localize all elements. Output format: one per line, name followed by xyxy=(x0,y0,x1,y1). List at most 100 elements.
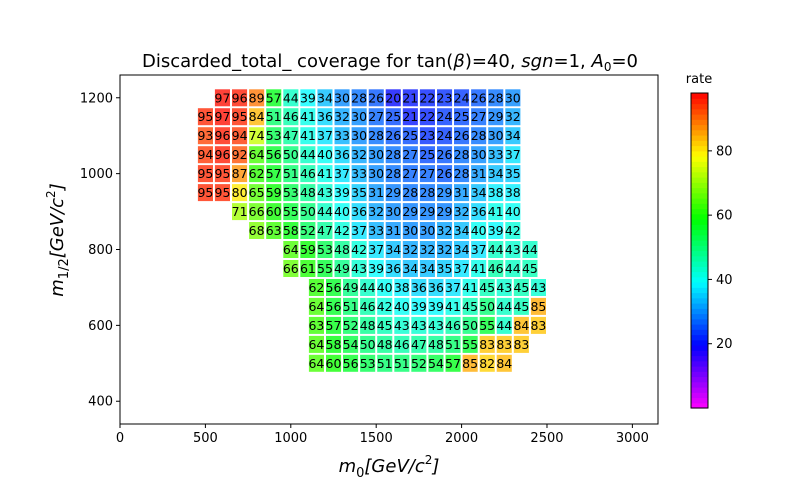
cell-value-label: 56 xyxy=(326,299,342,314)
heatmap-cell xyxy=(471,222,487,239)
cell-value-label: 29 xyxy=(402,204,418,219)
heatmap-cell xyxy=(471,146,487,164)
cell-value-label: 44 xyxy=(505,261,521,276)
cell-value-label: 59 xyxy=(266,185,282,200)
cell-value-label: 46 xyxy=(488,261,504,276)
cell-value-label: 28 xyxy=(402,185,418,200)
cell-value-label: 48 xyxy=(300,185,316,200)
cell-value-label: 82 xyxy=(479,356,495,371)
colorbar-frame xyxy=(690,92,709,409)
heatmap-cell xyxy=(300,222,316,239)
heatmap-cell xyxy=(334,127,350,145)
heatmap-cell xyxy=(317,260,333,277)
heatmap-cell xyxy=(232,108,248,126)
heatmap-cell xyxy=(454,184,470,202)
cell-value-label: 71 xyxy=(232,204,248,219)
cell-value-label: 35 xyxy=(437,261,453,276)
heatmap-cell xyxy=(351,127,367,145)
colorbar-segment xyxy=(691,135,708,141)
heatmap-cell xyxy=(496,279,512,296)
cell-value-label: 43 xyxy=(317,185,333,200)
cell-value-label: 49 xyxy=(334,261,350,276)
heatmap-cell xyxy=(351,89,367,107)
cell-value-label: 30 xyxy=(385,204,401,219)
heatmap-cell xyxy=(232,165,248,183)
cell-value-label: 53 xyxy=(360,356,376,371)
cell-value-label: 40 xyxy=(377,280,393,295)
heatmap-cell xyxy=(419,260,435,277)
x-axis-ticks: 0 500 1000 1500 2000 2500 3000 xyxy=(116,424,649,446)
heatmap-cell xyxy=(334,146,350,164)
heatmap-cell xyxy=(334,241,350,258)
heatmap-cell xyxy=(385,260,401,277)
colorbar-segment xyxy=(691,292,708,299)
heatmap-cell xyxy=(368,146,384,164)
heatmap-cell xyxy=(402,108,418,126)
heatmap-cell xyxy=(394,297,410,315)
colorbar-segment xyxy=(691,376,708,383)
cell-value-label: 63 xyxy=(266,223,282,238)
heatmap-cell xyxy=(445,297,461,315)
colorbar-segment xyxy=(691,192,708,199)
cell-value-label: 31 xyxy=(471,166,487,181)
cell-value-label: 53 xyxy=(283,185,299,200)
cell-value-label: 40 xyxy=(471,223,487,238)
heatmap-cell xyxy=(505,127,521,145)
cell-value-label: 27 xyxy=(368,109,384,124)
cell-value-label: 47 xyxy=(317,223,333,238)
heatmap-cell xyxy=(334,89,350,107)
heatmap-cell xyxy=(402,165,418,183)
heatmap-cell xyxy=(360,354,376,372)
heatmap-cell xyxy=(232,89,248,107)
cell-value-label: 30 xyxy=(505,90,521,105)
heatmap-cell xyxy=(317,89,333,107)
colorbar-segment xyxy=(691,402,708,409)
heatmap-cell xyxy=(214,184,230,202)
heatmap-cell xyxy=(454,241,470,258)
cell-value-label: 55 xyxy=(283,204,299,219)
cell-value-label: 95 xyxy=(197,109,213,124)
heatmap-cell xyxy=(368,184,384,202)
cell-value-label: 64 xyxy=(308,337,324,352)
heatmap-cell xyxy=(283,146,299,164)
colorbar-segment xyxy=(691,171,708,178)
heatmap-cell xyxy=(513,316,529,334)
colorbar-segment xyxy=(691,182,708,189)
cell-value-label: 36 xyxy=(471,204,487,219)
cell-value-label: 29 xyxy=(419,204,435,219)
heatmap-cell xyxy=(326,279,342,296)
heatmap-cell xyxy=(505,108,521,126)
heatmap-cell xyxy=(496,335,512,353)
heatmap-cell xyxy=(300,127,316,145)
cell-value-label: 85 xyxy=(530,299,546,314)
cell-value-label: 94 xyxy=(232,128,248,143)
cell-value-label: 96 xyxy=(215,147,231,162)
heatmap-cell xyxy=(496,297,512,315)
heatmap-cell xyxy=(402,222,418,239)
heatmap-cell xyxy=(360,279,376,296)
cell-value-label: 51 xyxy=(283,166,299,181)
cell-value-label: 37 xyxy=(368,242,384,257)
heatmap-cell xyxy=(249,89,265,107)
heatmap-cell xyxy=(513,297,529,315)
cell-value-label: 24 xyxy=(437,128,453,143)
cell-value-label: 24 xyxy=(437,109,453,124)
cell-value-label: 29 xyxy=(385,185,401,200)
heatmap-cell xyxy=(394,279,410,296)
heatmap-cell xyxy=(368,241,384,258)
cell-value-label: 64 xyxy=(283,242,299,257)
colorbar-segment xyxy=(691,339,708,346)
cell-value-label: 27 xyxy=(419,166,435,181)
cell-value-label: 34 xyxy=(385,242,401,257)
cell-value-label: 45 xyxy=(377,318,393,333)
heatmap-cell xyxy=(530,316,546,334)
colorbar-segment xyxy=(691,371,708,378)
heatmap-cell xyxy=(385,203,401,221)
cell-value-label: 27 xyxy=(402,166,418,181)
heatmap-cell xyxy=(488,108,504,126)
heatmap-cell xyxy=(300,241,316,258)
colorbar-segment xyxy=(691,224,708,231)
cell-value-label: 62 xyxy=(308,280,324,295)
heatmap-cell xyxy=(249,203,265,221)
cell-value-label: 33 xyxy=(334,128,350,143)
